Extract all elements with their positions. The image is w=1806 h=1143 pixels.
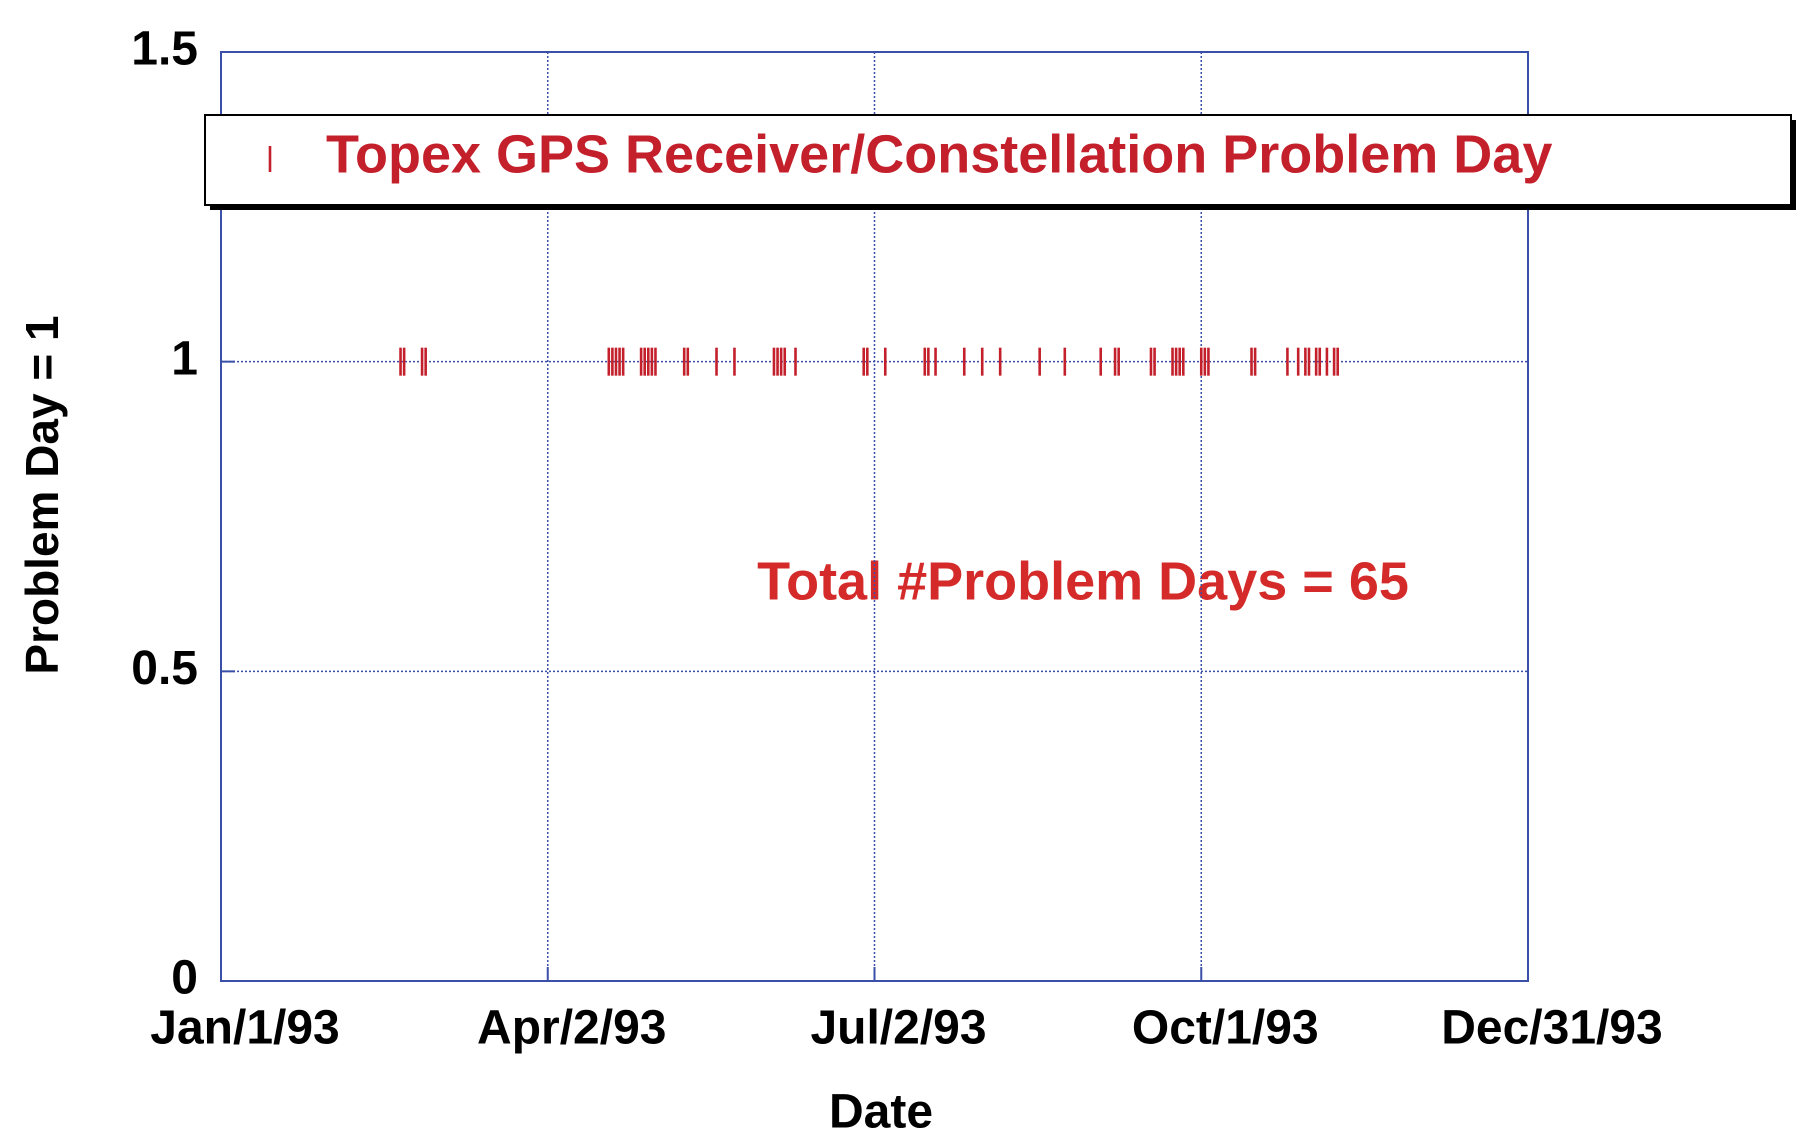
x-tick-label: Dec/31/93 [1441, 1002, 1663, 1055]
legend-label: Topex GPS Receiver/Constellation Problem… [326, 124, 1552, 184]
plot-frame [220, 51, 1529, 982]
y-tick-label: 0 [171, 952, 198, 1005]
legend-box [204, 114, 1792, 206]
y-tick-label: 0.5 [131, 642, 198, 695]
y-tick-label: 1 [171, 332, 198, 385]
y-tick-label: 1.5 [131, 23, 198, 76]
legend: Topex GPS Receiver/Constellation Problem… [204, 114, 1796, 210]
y-axis-title: Problem Day = 1 [16, 315, 68, 674]
x-tick-label: Jan/1/93 [150, 1002, 339, 1055]
x-tick-label: Apr/2/93 [477, 1002, 666, 1055]
x-tick-label: Jul/2/93 [810, 1002, 986, 1055]
x-axis-title: Date [829, 1086, 933, 1139]
x-tick-label: Oct/1/93 [1132, 1002, 1319, 1055]
annotation: Total #Problem Days = 65 [757, 551, 1409, 611]
